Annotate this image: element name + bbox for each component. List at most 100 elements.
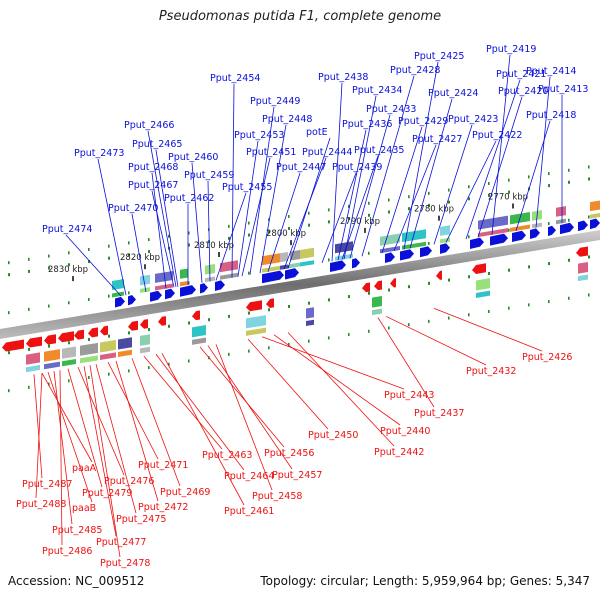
forward-leader-line [97,158,127,296]
forward-gene-label: Pput_2421 [496,69,546,80]
reverse-leader-line [273,334,401,426]
forward-gene-arrow [352,258,360,269]
tick-dot [428,203,430,207]
feature-segment [220,272,238,280]
forward-gene-arrow [548,225,556,237]
tick-dot [568,168,570,172]
reverse-leader-line [287,332,395,447]
reverse-leader-line [155,354,245,471]
feature-segment [262,253,280,266]
tick-dot [368,291,370,295]
feature-segment [62,358,76,367]
forward-gene-arrow [470,237,484,249]
feature-segment [44,361,60,370]
feature-segment [476,290,490,298]
reverse-gene-label: Pput_2456 [264,448,314,459]
tick-dot [288,342,290,346]
reverse-leader-line [67,368,103,488]
tick-dot [588,293,590,297]
forward-gene-label: Pput_2447 [276,162,326,173]
tick-dot [548,262,550,266]
forward-gene-label: Pput_2425 [414,51,464,62]
tick-dot [448,278,450,282]
tick-dot [548,184,550,188]
forward-leader-line [287,137,331,269]
reverse-gene-arrow [2,339,24,352]
tick-dot [148,238,150,242]
accession-info: Accession: NC_009512 [8,574,145,588]
forward-gene-label: Pput_2420 [498,86,548,97]
tick-dot [468,197,470,201]
tick-dot [568,258,570,262]
tick-dot [488,309,490,313]
forward-gene-label: Pput_2438 [318,72,368,83]
feature-segment [402,229,426,243]
feature-segment [155,283,173,291]
forward-gene-arrow [440,243,450,254]
tick-dot [528,265,530,269]
tick-dot [508,178,510,182]
tick-dot [408,323,410,327]
kbp-tick-label: 2830 kbp [48,265,88,275]
forward-gene-label: Pput_2448 [262,114,312,125]
feature-segment [140,274,150,286]
forward-gene-label: Pput_2413 [538,84,588,95]
forward-gene-arrow [285,268,299,280]
reverse-gene-label: Pput_2486 [42,546,92,557]
feature-segment [192,325,206,338]
tick-dot [188,281,190,285]
forward-gene-arrow [512,230,526,243]
tick-dot [28,307,30,311]
forward-gene-label: Pput_2414 [526,66,576,77]
reverse-gene-label: Pput_2450 [308,430,358,441]
tick-dot [128,291,130,295]
tick-dot [568,296,570,300]
feature-segment [372,295,382,308]
forward-gene-label: Pput_2453 [234,130,284,141]
tick-dot [328,258,330,262]
forward-leader-line [151,190,175,288]
tick-dot [348,295,350,299]
forward-gene-arrow [330,260,346,273]
tick-dot [368,201,370,205]
feature-segment [220,260,238,273]
tick-dot [468,185,470,189]
feature-segment [290,262,300,269]
reverse-gene-label: Pput_2432 [466,366,516,377]
reverse-leader-line [115,360,159,502]
forward-gene-arrow [385,252,395,263]
reverse-leader-line [35,373,43,499]
forward-leader-line [249,106,275,275]
tick-dot [128,369,130,373]
tick-dot [128,331,130,335]
forward-leader-line [341,155,379,260]
reverse-leader-line [89,365,121,558]
tick-dot [468,313,470,317]
tick-dot [88,337,90,341]
feature-segment [556,206,566,217]
tick-dot [288,226,290,230]
tick-dot [548,222,550,226]
forward-gene-arrow [180,285,196,297]
tick-dot [148,328,150,332]
forward-gene-label: Pput_2451 [246,147,296,158]
forward-gene-label: Pput_2435 [354,145,404,156]
tick-dot [388,326,390,330]
tick-dot [88,297,90,301]
tick-dot [588,215,590,219]
tick-dot [588,255,590,259]
feature-segment [112,279,124,291]
forward-gene-arrow [530,228,540,240]
feature-segment [300,260,314,267]
tick-dot [148,366,150,370]
tick-dot [408,207,410,211]
tick-dot [248,311,250,315]
feature-segment [180,268,188,279]
forward-leader-line [491,54,511,235]
tick-dot [8,273,10,277]
forward-gene-arrow [590,218,600,230]
feature-segment [300,247,314,259]
forward-gene-label: Pput_2423 [448,114,498,125]
